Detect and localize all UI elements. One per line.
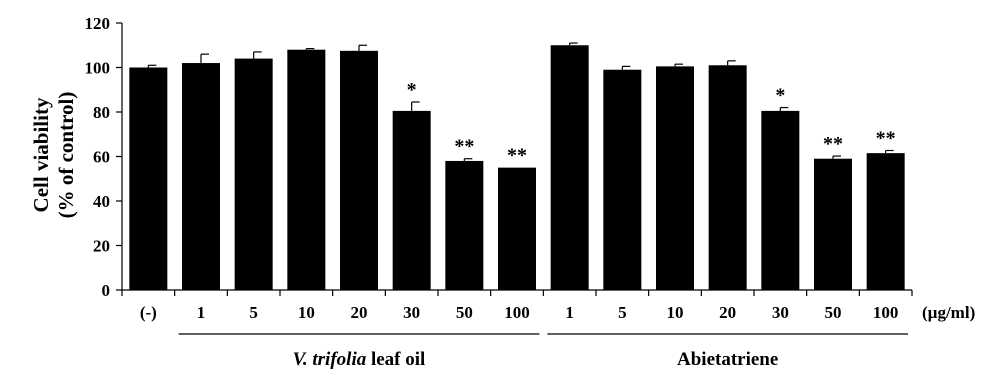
x-tick-label: 50 bbox=[456, 303, 473, 322]
bar bbox=[498, 167, 536, 290]
bar bbox=[129, 67, 168, 290]
y-axis-label: Cell viability(% of control) bbox=[29, 92, 78, 219]
x-tick-label: 1 bbox=[197, 303, 206, 322]
bar bbox=[708, 65, 747, 291]
bar bbox=[550, 45, 589, 290]
bars: *** ***** ** bbox=[129, 42, 905, 291]
bar bbox=[603, 69, 642, 290]
bar bbox=[866, 153, 905, 290]
x-tick-label: 1 bbox=[565, 303, 574, 322]
x-tick-label: 50 bbox=[825, 303, 842, 322]
y-tick-label: 20 bbox=[93, 237, 110, 256]
x-tick-label: 100 bbox=[873, 303, 899, 322]
significance-marker: * bbox=[775, 85, 785, 107]
y-axis-title-line: (% of control) bbox=[54, 92, 78, 219]
bar bbox=[392, 110, 431, 290]
bar bbox=[814, 158, 852, 290]
significance-marker: ** bbox=[823, 133, 843, 155]
bar bbox=[761, 110, 800, 290]
group-label-italic: V. trifolia bbox=[293, 349, 367, 370]
group-label-text: leaf oil bbox=[366, 349, 425, 370]
bar bbox=[656, 66, 694, 290]
y-tick-label: 100 bbox=[85, 59, 111, 78]
group-labels: V. trifolia leaf oil Abietatriene bbox=[178, 333, 908, 370]
bar bbox=[445, 160, 484, 290]
bar bbox=[234, 58, 273, 290]
x-tick-label: (-) bbox=[140, 303, 157, 322]
group-label: Abietatriene bbox=[677, 349, 778, 370]
y-tick-label: 0 bbox=[102, 281, 111, 300]
x-tick-label: 5 bbox=[618, 303, 627, 322]
tick-labels: (-) 1 5 10 20 30 50 100 1 5 10 20 30 50 100 (µg/ml) bbox=[140, 303, 975, 322]
significance-marker: ** bbox=[454, 136, 474, 158]
x-tick-label: 30 bbox=[403, 303, 420, 322]
y-tick-label: 120 bbox=[85, 14, 111, 33]
significance-marker: ** bbox=[876, 127, 896, 149]
bar bbox=[340, 50, 378, 290]
significance-marker: ** bbox=[507, 145, 527, 167]
y-axis-title-line: Cell viability bbox=[29, 97, 53, 212]
y-tick-label: 80 bbox=[93, 103, 110, 122]
x-tick-label: 5 bbox=[249, 303, 258, 322]
group-label-text: Abietatriene bbox=[677, 349, 778, 370]
significance-marker: * bbox=[407, 79, 417, 101]
x-tick-label: 20 bbox=[351, 303, 368, 322]
y-axis-title: Cell viability(% of control) bbox=[29, 92, 78, 219]
y-tick-label: 40 bbox=[93, 192, 110, 211]
x-tick-label: 20 bbox=[719, 303, 736, 322]
bar bbox=[287, 49, 326, 291]
x-tick-label: 10 bbox=[667, 303, 684, 322]
x-tick-label: 10 bbox=[298, 303, 315, 322]
group-label: V. trifolia leaf oil bbox=[293, 349, 426, 370]
bar bbox=[182, 63, 220, 290]
x-tick-label: 100 bbox=[504, 303, 530, 322]
y-tick-label: 60 bbox=[93, 148, 110, 167]
x-tick-label: 30 bbox=[772, 303, 789, 322]
unit-label: (µg/ml) bbox=[922, 303, 975, 322]
